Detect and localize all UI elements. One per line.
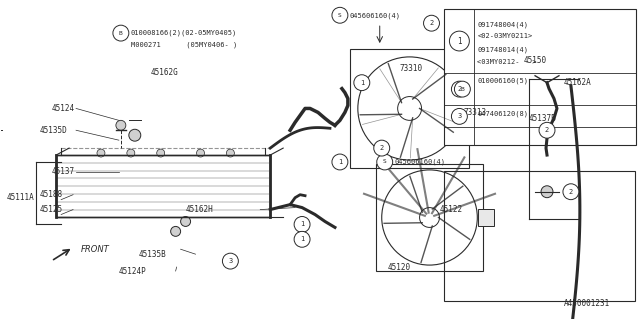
- Circle shape: [539, 122, 555, 138]
- Text: <02-03MY0211>: <02-03MY0211>: [477, 33, 532, 39]
- Text: 45120: 45120: [388, 263, 411, 272]
- Circle shape: [563, 184, 579, 200]
- Text: 2: 2: [429, 20, 434, 26]
- Text: 3: 3: [457, 113, 461, 119]
- Circle shape: [171, 227, 180, 236]
- Text: 73310: 73310: [399, 64, 423, 73]
- Circle shape: [196, 149, 205, 157]
- Circle shape: [223, 253, 238, 269]
- Text: 73313: 73313: [463, 108, 486, 117]
- Text: 2: 2: [457, 86, 461, 92]
- Text: 45162G: 45162G: [151, 68, 179, 77]
- Text: 045606160(4): 045606160(4): [395, 159, 445, 165]
- Bar: [444, 171, 636, 301]
- Text: 45162A: 45162A: [564, 78, 592, 87]
- Circle shape: [374, 140, 390, 156]
- Bar: [376, 164, 483, 271]
- Text: A450001231: A450001231: [564, 299, 610, 308]
- Text: M000271      (05MY0406- ): M000271 (05MY0406- ): [131, 42, 237, 48]
- Text: 047406120(8): 047406120(8): [477, 110, 528, 117]
- Circle shape: [227, 149, 234, 157]
- Text: 45135D: 45135D: [39, 126, 67, 135]
- Circle shape: [116, 120, 126, 130]
- Circle shape: [354, 75, 370, 91]
- Text: 45122: 45122: [440, 205, 463, 214]
- Bar: [350, 49, 469, 168]
- Text: <03MY0212-   >: <03MY0212- >: [477, 59, 537, 65]
- Text: 45137B: 45137B: [529, 114, 557, 123]
- Text: 1: 1: [300, 221, 304, 228]
- Circle shape: [449, 31, 469, 51]
- Text: 45111A: 45111A: [6, 193, 34, 202]
- Circle shape: [157, 149, 164, 157]
- Circle shape: [424, 15, 440, 31]
- Circle shape: [451, 81, 467, 97]
- Circle shape: [127, 149, 135, 157]
- Text: 010006160(5): 010006160(5): [477, 78, 528, 84]
- Text: S: S: [383, 159, 387, 164]
- Circle shape: [294, 217, 310, 232]
- Text: 45188: 45188: [39, 190, 62, 199]
- Circle shape: [541, 186, 553, 198]
- Circle shape: [97, 149, 105, 157]
- Text: 45137: 45137: [51, 167, 74, 176]
- Text: 1: 1: [360, 80, 364, 86]
- Circle shape: [180, 217, 191, 227]
- Circle shape: [451, 108, 467, 124]
- Text: 3: 3: [228, 258, 232, 264]
- Bar: [463, 99, 481, 118]
- Text: FRONT: FRONT: [81, 245, 110, 254]
- Text: 091748004(4): 091748004(4): [477, 21, 528, 28]
- Circle shape: [332, 154, 348, 170]
- Text: 1: 1: [338, 159, 342, 165]
- Circle shape: [332, 7, 348, 23]
- Text: 45124: 45124: [51, 104, 74, 113]
- Text: 2: 2: [380, 145, 384, 151]
- Text: 45135B: 45135B: [139, 250, 166, 259]
- Text: 45150: 45150: [524, 56, 547, 65]
- Text: 045606160(4): 045606160(4): [350, 12, 401, 19]
- Text: S: S: [338, 13, 342, 18]
- Text: 1: 1: [457, 36, 461, 45]
- Circle shape: [454, 81, 470, 97]
- Text: B: B: [119, 31, 123, 36]
- Text: 091748014(4): 091748014(4): [477, 47, 528, 53]
- Text: 45124P: 45124P: [119, 267, 147, 276]
- Text: 45125: 45125: [39, 205, 62, 214]
- Bar: [478, 209, 494, 227]
- Circle shape: [113, 25, 129, 41]
- Text: 2: 2: [569, 189, 573, 195]
- Text: B: B: [461, 87, 464, 92]
- Text: 1: 1: [300, 236, 304, 242]
- Circle shape: [129, 129, 141, 141]
- Circle shape: [377, 154, 393, 170]
- Circle shape: [294, 231, 310, 247]
- Text: 010008166(2)(02-05MY0405): 010008166(2)(02-05MY0405): [131, 30, 237, 36]
- Text: 2: 2: [545, 127, 549, 133]
- Bar: [444, 9, 636, 145]
- Text: 45162H: 45162H: [186, 205, 213, 214]
